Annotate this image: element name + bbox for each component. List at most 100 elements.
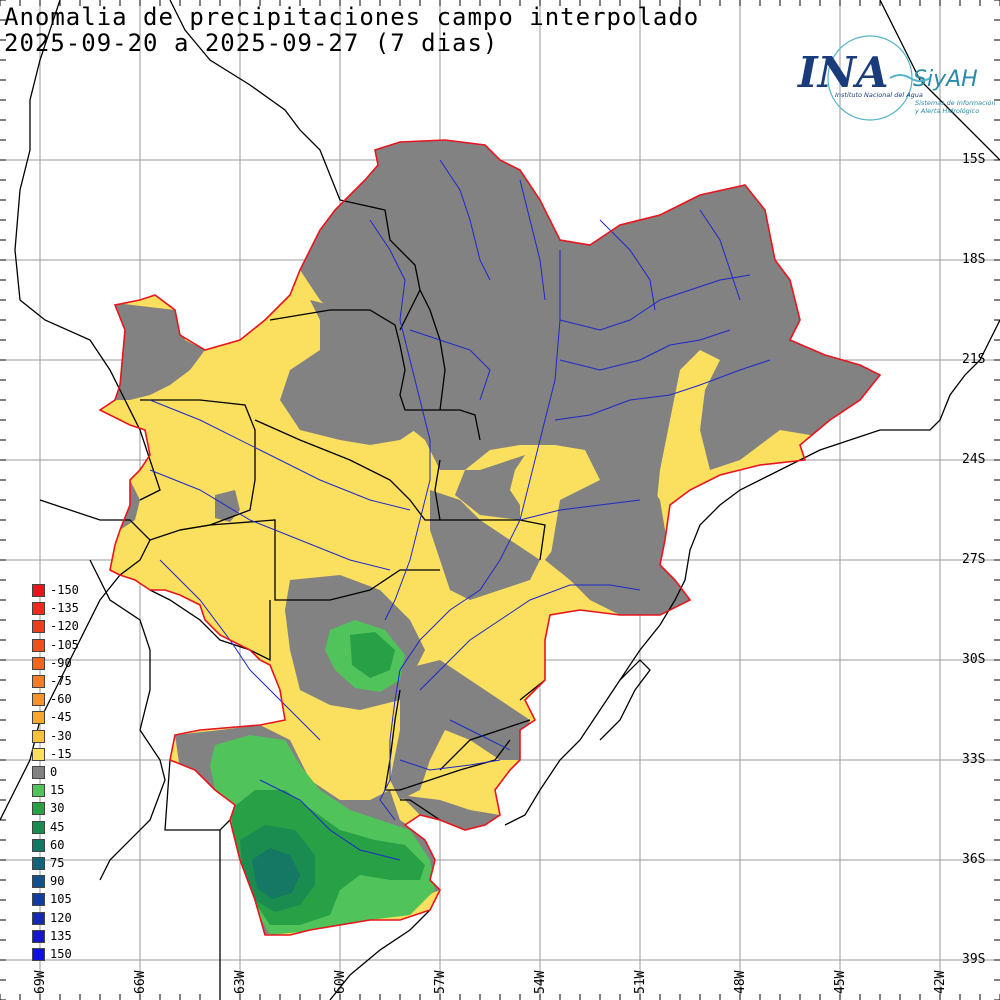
legend-swatch: [32, 638, 45, 652]
river-paranaiba: [559, 274, 751, 331]
legend-item: -45: [32, 707, 92, 725]
latitude-label: 27S: [962, 552, 986, 567]
legend-swatch: [32, 784, 45, 798]
legend-label: 90: [50, 874, 65, 889]
neutral-zone-parana: [430, 490, 540, 600]
border-brazil-states: [879, 0, 1000, 161]
border-argentina-provinces: [179, 519, 440, 601]
river-bermejo: [149, 469, 391, 571]
legend-label: -30: [50, 728, 72, 743]
river-north-branch-2: [519, 179, 546, 301]
border-bolivia-paraguay: [269, 309, 481, 441]
legend-swatch: [32, 620, 45, 634]
legend-item: -105: [32, 635, 92, 653]
legend-swatch: [32, 875, 45, 889]
legend-swatch: [32, 675, 45, 688]
map-date-range: 2025-09-20 a 2025-09-27 (7 dias): [4, 29, 499, 57]
wet-60-zone: [252, 848, 300, 899]
longitude-label: 66W: [133, 970, 148, 994]
legend-item: 135: [32, 926, 92, 944]
legend-label: -75: [50, 674, 72, 688]
legend-item: 15: [32, 780, 92, 798]
river-salado-south: [259, 779, 401, 861]
legend-swatch: [32, 911, 45, 925]
logo-org-text: Instituto Nacional del Agua: [835, 91, 923, 99]
latitude-label: 39S: [962, 952, 986, 967]
longitude-label: 57W: [433, 970, 448, 994]
border-atlantic-coast: [504, 319, 1000, 826]
border-lagoon: [599, 659, 651, 741]
legend-label: -135: [50, 601, 79, 616]
legend-swatch: [32, 693, 45, 707]
legend-item: -90: [32, 653, 92, 671]
legend-label: 15: [50, 783, 65, 798]
legend-label: 30: [50, 801, 65, 816]
legend-item: 60: [32, 835, 92, 853]
river-paraguay: [369, 219, 431, 621]
legend-label: 60: [50, 837, 65, 852]
longitude-label: 63W: [233, 970, 248, 994]
legend-label: -45: [50, 710, 72, 725]
legend-swatch: [32, 729, 45, 743]
legend-label: 0: [50, 765, 58, 779]
logo-system-line1: Sistemas de Información: [915, 99, 995, 107]
legend-label: 75: [50, 856, 65, 870]
legend-swatch: [32, 766, 45, 779]
legend-item: -75: [32, 671, 92, 689]
river-iguazu: [519, 499, 641, 521]
longitude-label: 54W: [533, 970, 548, 994]
legend-item: 30: [32, 798, 92, 816]
legend-label: -150: [50, 583, 79, 597]
legend-label: -90: [50, 655, 72, 670]
longitude-label: 48W: [733, 970, 748, 994]
neutral-zone-uruguay: [390, 660, 530, 800]
legend-label: 105: [50, 892, 72, 907]
legend-swatch: [32, 802, 45, 816]
legend-swatch: [32, 820, 45, 834]
border-uruguay: [384, 689, 511, 791]
river-north-branch-3: [599, 219, 656, 311]
longitude-label: 42W: [933, 970, 948, 994]
river-uruguay: [419, 584, 641, 691]
legend-item: 90: [32, 871, 92, 889]
legend-item: -30: [32, 726, 92, 744]
latitude-label: 30S: [962, 652, 986, 667]
legend-swatch: [32, 948, 45, 961]
legend-item: -15: [32, 744, 92, 762]
border-west-interior: [89, 559, 166, 881]
river-network: [149, 159, 771, 861]
river-north-branch-4: [699, 209, 741, 301]
border-argentina-south: [164, 759, 231, 1000]
border-rio-plata-coast: [329, 799, 441, 1000]
legend-label: 45: [50, 819, 65, 834]
river-north-branch-1: [439, 159, 491, 281]
legend-label: 135: [50, 928, 72, 943]
neutral-zone-east: [550, 470, 690, 615]
legend-label: -60: [50, 692, 72, 707]
legend-swatch: [32, 929, 45, 943]
river-pantanal: [409, 329, 491, 401]
logo-graphic: INA SiyAH Instituto Nacional del Agua Si…: [797, 35, 996, 121]
legend-swatch: [32, 893, 45, 907]
neutral-zone-central: [280, 300, 430, 445]
ina-siyah-logo: INA SiyAH Instituto Nacional del Agua Si…: [795, 30, 996, 130]
legend-swatch: [32, 857, 45, 870]
legend-item: 75: [32, 853, 92, 871]
latitude-label: 36S: [962, 852, 986, 867]
latitude-label: 18S: [962, 252, 986, 267]
legend-swatch: [32, 838, 45, 852]
legend-item: -60: [32, 689, 92, 707]
border-west-chile: [0, 499, 151, 821]
river-grande: [559, 329, 731, 371]
legend-item: 0: [32, 762, 92, 780]
anomaly-field: [100, 140, 880, 935]
wet-30-zone-north: [350, 632, 395, 678]
river-negro-uy: [449, 719, 511, 751]
longitude-label: 51W: [633, 970, 648, 994]
river-pilcomayo: [149, 399, 411, 511]
legend-label: 150: [50, 947, 72, 961]
legend-swatch: [32, 711, 45, 725]
latitude-label: 21S: [962, 352, 986, 367]
border-bolivia-brazil-north: [169, 0, 421, 331]
